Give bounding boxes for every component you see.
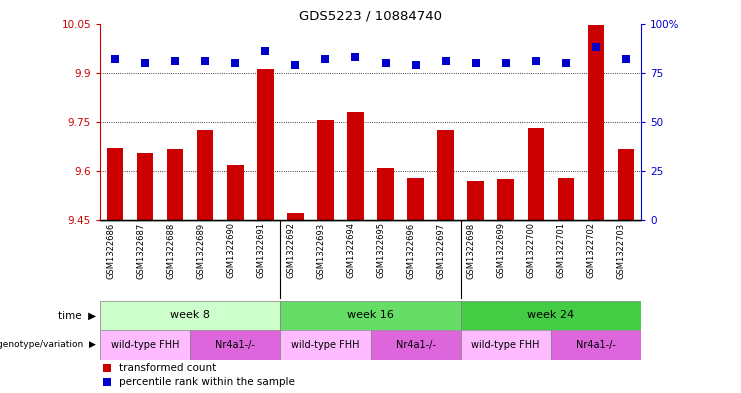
Bar xyxy=(317,120,333,220)
Bar xyxy=(377,168,393,220)
Text: Nr4a1-/-: Nr4a1-/- xyxy=(396,340,436,350)
Text: GSM1322693: GSM1322693 xyxy=(316,222,325,279)
Bar xyxy=(137,153,153,220)
Text: Nr4a1-/-: Nr4a1-/- xyxy=(216,340,255,350)
Bar xyxy=(100,330,190,360)
Text: GSM1322702: GSM1322702 xyxy=(587,222,596,278)
Bar xyxy=(461,301,641,330)
Point xyxy=(620,56,632,62)
Text: percentile rank within the sample: percentile rank within the sample xyxy=(119,377,295,387)
Bar xyxy=(497,179,514,220)
Text: Nr4a1-/-: Nr4a1-/- xyxy=(576,340,616,350)
Bar xyxy=(618,149,634,220)
Bar xyxy=(557,178,574,220)
Bar xyxy=(468,181,484,220)
Bar xyxy=(348,112,364,220)
Text: GSM1322699: GSM1322699 xyxy=(496,222,505,278)
Text: GSM1322698: GSM1322698 xyxy=(467,222,476,279)
Bar xyxy=(100,301,280,330)
Text: GDS5223 / 10884740: GDS5223 / 10884740 xyxy=(299,10,442,23)
Point xyxy=(439,58,451,64)
Text: GSM1322694: GSM1322694 xyxy=(347,222,356,278)
Bar xyxy=(107,148,123,220)
Text: wild-type FHH: wild-type FHH xyxy=(111,340,179,350)
Text: GSM1322697: GSM1322697 xyxy=(436,222,445,279)
Point xyxy=(470,60,482,66)
Point xyxy=(169,58,181,64)
Point xyxy=(230,60,242,66)
Text: genotype/variation  ▶: genotype/variation ▶ xyxy=(0,340,96,349)
Bar xyxy=(257,70,273,220)
Text: time  ▶: time ▶ xyxy=(59,310,96,320)
Text: wild-type FHH: wild-type FHH xyxy=(471,340,540,350)
Text: GSM1322701: GSM1322701 xyxy=(556,222,566,278)
Text: GSM1322690: GSM1322690 xyxy=(226,222,236,278)
Point xyxy=(109,56,121,62)
Bar xyxy=(227,165,244,220)
Bar xyxy=(461,330,551,360)
Bar xyxy=(287,213,304,220)
Text: week 16: week 16 xyxy=(347,310,394,320)
Point xyxy=(199,58,211,64)
Point xyxy=(424,310,436,316)
Bar xyxy=(197,130,213,220)
Text: GSM1322689: GSM1322689 xyxy=(196,222,205,279)
Bar xyxy=(408,178,424,220)
Point xyxy=(350,54,362,60)
Text: week 8: week 8 xyxy=(170,310,210,320)
Text: GSM1322687: GSM1322687 xyxy=(136,222,145,279)
Text: GSM1322688: GSM1322688 xyxy=(166,222,175,279)
Text: GSM1322692: GSM1322692 xyxy=(286,222,296,278)
Bar xyxy=(280,301,461,330)
Bar xyxy=(190,330,280,360)
Point xyxy=(290,62,302,68)
Bar xyxy=(370,330,461,360)
Point xyxy=(379,60,391,66)
Bar xyxy=(280,330,370,360)
Bar xyxy=(167,149,184,220)
Point xyxy=(424,185,436,191)
Point xyxy=(319,56,331,62)
Point xyxy=(410,62,422,68)
Bar xyxy=(588,25,604,220)
Point xyxy=(560,60,572,66)
Text: week 24: week 24 xyxy=(528,310,574,320)
Bar xyxy=(551,330,641,360)
Text: GSM1322703: GSM1322703 xyxy=(617,222,626,279)
Point xyxy=(590,44,602,50)
Bar xyxy=(437,130,454,220)
Point xyxy=(530,58,542,64)
Point xyxy=(499,60,511,66)
Text: transformed count: transformed count xyxy=(119,364,216,373)
Point xyxy=(259,48,271,54)
Text: GSM1322695: GSM1322695 xyxy=(376,222,385,278)
Text: GSM1322691: GSM1322691 xyxy=(256,222,265,278)
Text: GSM1322686: GSM1322686 xyxy=(106,222,115,279)
Text: GSM1322696: GSM1322696 xyxy=(407,222,416,279)
Point xyxy=(139,60,151,66)
Text: GSM1322700: GSM1322700 xyxy=(527,222,536,278)
Bar xyxy=(528,129,544,220)
Text: wild-type FHH: wild-type FHH xyxy=(291,340,359,350)
